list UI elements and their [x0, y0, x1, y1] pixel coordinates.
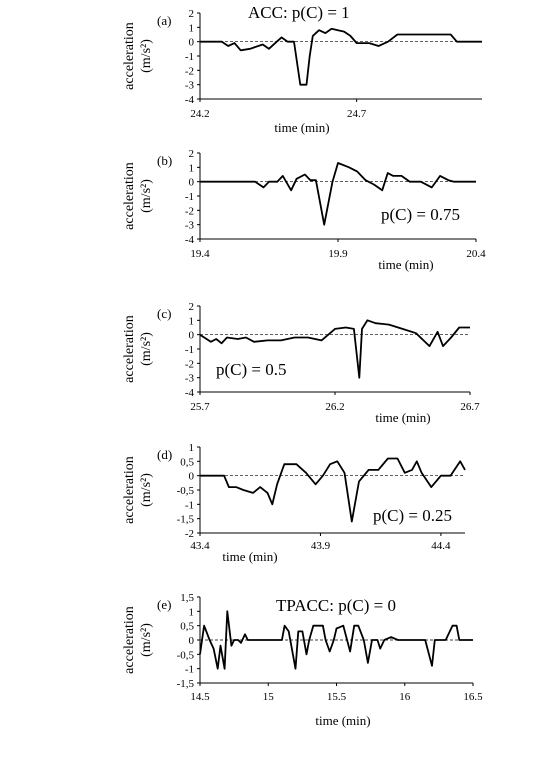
y-tick-label: 0: [189, 177, 195, 189]
y-axis-title: acceleration: [122, 606, 137, 674]
y-tick-label: 2: [189, 8, 195, 20]
x-tick-label: 16: [399, 691, 411, 703]
x-axis-title: time (min): [222, 549, 277, 564]
x-tick-label: 25.7: [190, 401, 210, 413]
y-tick-label: 1: [189, 315, 195, 327]
y-tick-label: -2: [185, 205, 194, 217]
y-tick-label: -4: [185, 94, 195, 106]
y-tick-label: 0: [189, 471, 195, 483]
y-axis-units: (m/s²): [139, 179, 154, 213]
x-tick-label: 24.7: [347, 108, 367, 120]
y-tick-label: 1,5: [180, 592, 194, 604]
y-tick-label: -2: [185, 65, 194, 77]
x-tick-label: 43.4: [190, 540, 210, 552]
y-tick-label: -2: [185, 528, 194, 540]
y-tick-label: 0,5: [180, 621, 194, 633]
acceleration-series-line: [199, 610, 473, 670]
y-tick-label: -2: [185, 358, 194, 370]
y-axis-title: acceleration: [122, 315, 137, 383]
panel-3: 2 1 0 -1 -2 -3 -4 25.7 26.2 26.7 (c) acceleration (m…: [122, 301, 480, 425]
y-axis-units: (m/s²): [139, 623, 154, 657]
y-tick-label: -1: [185, 344, 194, 356]
y-tick-label: -1: [185, 191, 194, 203]
panel-annotation: p(C) = 0.75: [381, 205, 460, 224]
y-tick-label: -1: [185, 51, 194, 63]
y-tick-label: -3: [185, 80, 195, 92]
x-tick-label: 19.4: [190, 248, 210, 260]
y-tick-label: -1: [185, 664, 194, 676]
panel-2: 2 1 0 -1 -2 -3 -4 19.4 19.9 20.4 (b) acceleration (m…: [122, 148, 486, 272]
x-tick-label: 16.5: [463, 691, 483, 703]
panel-annotation: TPACC: p(C) = 0: [276, 596, 396, 615]
y-tick-label: -0,5: [177, 485, 195, 497]
y-tick-label: -4: [185, 387, 195, 399]
acceleration-series-line: [200, 27, 482, 86]
y-tick-label: 2: [189, 301, 195, 313]
x-tick-label: 19.9: [328, 248, 348, 260]
y-tick-label: -4: [185, 234, 195, 246]
x-tick-label: 20.4: [466, 248, 486, 260]
x-tick-label: 24.2: [190, 108, 209, 120]
acceleration-series-line: [199, 319, 470, 379]
y-tick-label: 2: [189, 148, 195, 160]
y-axis-units: (m/s²): [139, 473, 154, 507]
x-tick-label: 26.2: [325, 401, 344, 413]
x-axis-title: time (min): [375, 410, 430, 425]
y-tick-label: 1: [189, 162, 195, 174]
x-tick-label: 15: [263, 691, 275, 703]
y-axis-title: acceleration: [122, 456, 137, 524]
y-tick-label: 1: [189, 606, 195, 618]
panel-1: 2 1 0 -1 -2 -3 -4 24.2 24.7 (a) acceleration (m/s²)…: [122, 3, 482, 135]
y-tick-label: 0: [189, 37, 195, 49]
y-tick-label: -0,5: [177, 649, 195, 661]
y-tick-label: -3: [185, 220, 195, 232]
y-tick-label: 1: [189, 22, 195, 34]
y-tick-label: -1,5: [177, 514, 195, 526]
y-tick-label: -1,5: [177, 678, 195, 690]
panel-annotation: ACC: p(C) = 1: [248, 3, 350, 22]
y-axis-title: acceleration: [122, 162, 137, 230]
x-axis-title: time (min): [274, 120, 329, 135]
x-axis-title: time (min): [315, 713, 370, 728]
y-axis-units: (m/s²): [139, 39, 154, 73]
y-tick-label: 0: [189, 330, 195, 342]
x-tick-label: 43.9: [311, 540, 331, 552]
acceleration-series-line: [200, 457, 466, 523]
x-tick-label: 26.7: [460, 401, 480, 413]
panel-label: (e): [157, 597, 171, 612]
panel-5: 1,5 1 0,5 0 -0,5 -1 -1,514.5 15 15.5 16 16.5 (e) acc…: [122, 592, 483, 728]
x-tick-label: 44.4: [431, 540, 451, 552]
panel-label: (c): [157, 306, 171, 321]
y-tick-label: -3: [185, 373, 195, 385]
y-axis-units: (m/s²): [139, 332, 154, 366]
x-axis-title: time (min): [378, 257, 433, 272]
panel-annotation: p(C) = 0.25: [373, 506, 452, 525]
y-tick-label: 0: [189, 635, 195, 647]
acceleration-series-line: [200, 162, 476, 226]
panel-label: (d): [157, 447, 172, 462]
x-tick-label: 15.5: [327, 691, 347, 703]
panel-label: (a): [157, 13, 171, 28]
y-tick-label: 1: [189, 442, 195, 454]
y-axis-title: acceleration: [122, 22, 137, 90]
x-tick-label: 14.5: [190, 691, 210, 703]
panel-4: 1 0,5 0 -0,5 -1 -1,5 -243.4 43.9 44.4 (d) accelera…: [122, 442, 466, 564]
y-tick-label: 0,5: [180, 456, 194, 468]
panel-label: (b): [157, 153, 172, 168]
y-tick-label: -1: [185, 499, 194, 511]
panel-annotation: p(C) = 0.5: [216, 360, 287, 379]
